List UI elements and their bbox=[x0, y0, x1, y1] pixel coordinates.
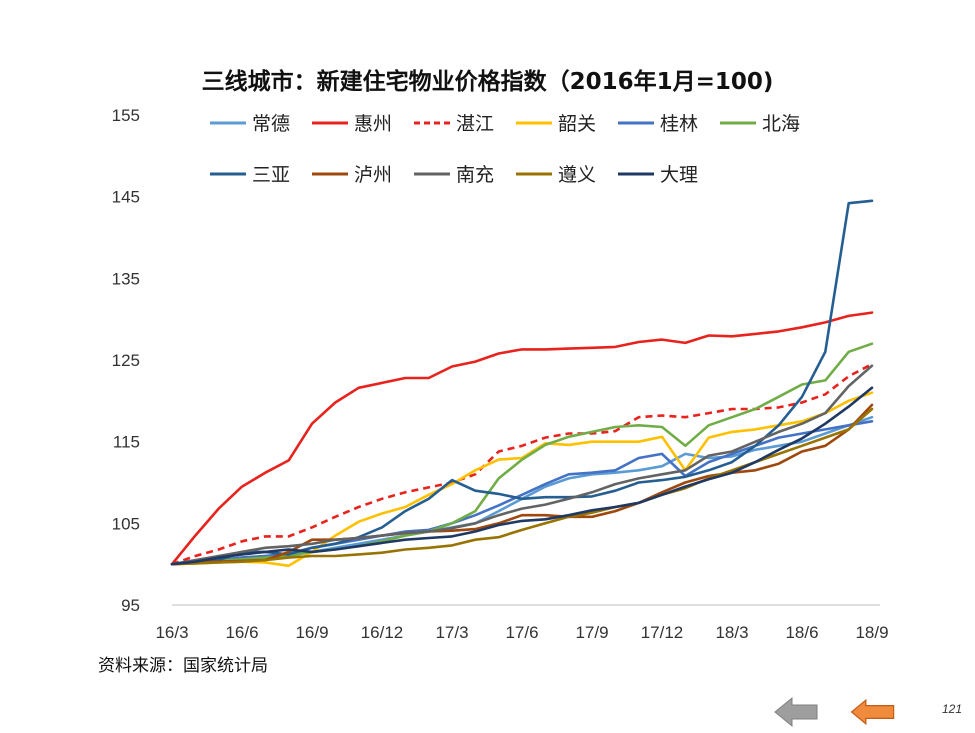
legend-label: 南充 bbox=[456, 164, 494, 186]
x-tick-label: 16/6 bbox=[225, 623, 258, 642]
chart-axes: 95 105 115 125 135 145 155 16/3 16/6 16/9 16/12 17/… bbox=[112, 106, 889, 642]
prev-page-button[interactable] bbox=[773, 695, 819, 729]
series-line bbox=[170, 391, 874, 568]
source-note: 资料来源：国家统计局 bbox=[98, 656, 268, 676]
legend-item: 北海 bbox=[720, 113, 800, 135]
series-line bbox=[170, 407, 874, 566]
legend-label: 惠州 bbox=[354, 113, 392, 135]
x-tick-label: 18/6 bbox=[785, 623, 818, 642]
page-number: 121 bbox=[942, 702, 963, 716]
legend-item: 常德 bbox=[210, 113, 290, 135]
next-page-button[interactable] bbox=[850, 695, 896, 729]
legend-label: 桂林 bbox=[660, 113, 698, 135]
legend-label: 三亚 bbox=[252, 164, 290, 186]
chart-title: 三线城市：新建住宅物业价格指数（2016年1月=100) bbox=[201, 69, 774, 95]
y-tick-label: 125 bbox=[112, 351, 140, 370]
legend-item: 韶关 bbox=[516, 113, 596, 135]
legend-item: 惠州 bbox=[312, 113, 392, 135]
legend-label: 常德 bbox=[252, 113, 290, 135]
series-line bbox=[170, 419, 874, 566]
legend-item: 南充 bbox=[414, 164, 494, 186]
y-tick-label: 155 bbox=[112, 106, 140, 125]
legend-item: 湛江 bbox=[414, 113, 494, 135]
series-line bbox=[170, 415, 874, 566]
y-tick-label: 95 bbox=[121, 596, 140, 615]
arrow-left-orange-icon bbox=[850, 698, 895, 726]
y-tick-label: 145 bbox=[112, 188, 140, 207]
legend-label: 韶关 bbox=[558, 113, 596, 135]
x-tick-label: 16/3 bbox=[155, 623, 188, 642]
x-tick-label: 17/3 bbox=[435, 623, 468, 642]
y-tick-label: 135 bbox=[112, 269, 140, 288]
series-line bbox=[170, 403, 874, 566]
chart-series-lines bbox=[170, 199, 874, 568]
legend-item: 遵义 bbox=[516, 164, 596, 186]
arrow-left-gray-icon bbox=[774, 696, 818, 728]
series-line bbox=[170, 199, 874, 566]
y-tick-label: 115 bbox=[113, 433, 140, 452]
x-tick-label: 18/3 bbox=[715, 623, 748, 642]
series-line bbox=[171, 362, 873, 566]
x-tick-label: 17/12 bbox=[641, 623, 684, 642]
legend-item: 桂林 bbox=[618, 113, 698, 135]
y-tick-label: 105 bbox=[112, 514, 140, 533]
legend-label: 北海 bbox=[762, 113, 800, 135]
legend-label: 湛江 bbox=[456, 113, 494, 135]
series-line bbox=[170, 311, 874, 566]
legend-item: 泸州 bbox=[312, 164, 392, 186]
series-line bbox=[170, 342, 874, 566]
x-tick-label: 17/6 bbox=[505, 623, 538, 642]
series-line bbox=[170, 364, 874, 566]
series-line bbox=[170, 386, 874, 566]
x-tick-label: 16/12 bbox=[361, 623, 404, 642]
legend-label: 泸州 bbox=[354, 164, 392, 186]
legend-item: 三亚 bbox=[210, 164, 290, 186]
legend-item: 大理 bbox=[618, 164, 698, 186]
x-tick-label: 18/9 bbox=[855, 623, 888, 642]
legend-label: 大理 bbox=[660, 164, 698, 186]
legend-label: 遵义 bbox=[558, 164, 596, 186]
x-tick-label: 17/9 bbox=[575, 623, 608, 642]
x-tick-label: 16/9 bbox=[295, 623, 328, 642]
